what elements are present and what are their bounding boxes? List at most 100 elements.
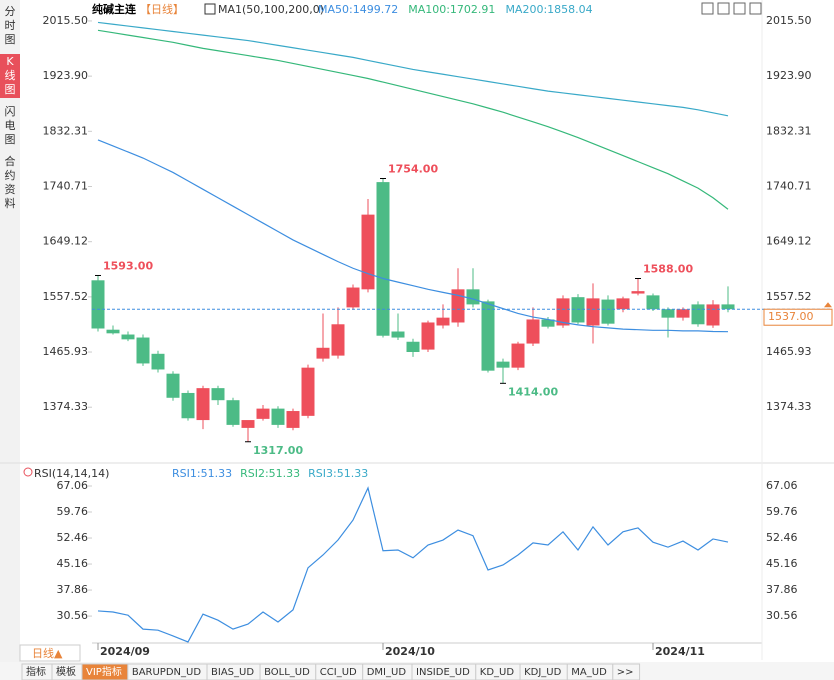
y2-tick-label: 1923.90: [766, 69, 812, 82]
legend-entry: MA200:1858.04: [505, 3, 592, 16]
sidebar-tab[interactable]: 闪电图: [5, 104, 16, 146]
candle-body: [601, 299, 615, 324]
footer-tab-bg[interactable]: [612, 663, 641, 680]
candle-body: [256, 408, 270, 419]
candle-body: [571, 297, 585, 323]
candle-body: [541, 319, 555, 327]
x-tick-label: 2024/11: [655, 645, 705, 658]
tool-icon[interactable]: [717, 2, 730, 15]
footer-tab[interactable]: KD_UD: [480, 667, 515, 678]
ma-label: MA1(50,100,200,0): [218, 3, 324, 16]
candle-body: [226, 400, 240, 425]
tool-icon[interactable]: [701, 2, 714, 15]
y-tick-label: 67.06: [57, 479, 89, 492]
line: [97, 139, 729, 333]
y2-tick-label: 1832.31: [766, 124, 812, 137]
y-tick-label: 52.46: [57, 531, 89, 544]
y-tick-label: 1374.33: [43, 400, 89, 413]
candle-body: [361, 214, 375, 290]
annotation: 1754.00: [388, 162, 438, 175]
period-button[interactable]: [19, 644, 81, 662]
candle-body: [376, 182, 390, 336]
line: [97, 486, 729, 643]
y-tick-label: 1923.90: [43, 69, 89, 82]
y2-tick-label: 1465.93: [766, 345, 812, 358]
candle-body: [556, 298, 570, 326]
y2-tick-label: 52.46: [766, 531, 798, 544]
y2-tick-label: 59.76: [766, 505, 798, 518]
candle-body: [691, 304, 705, 325]
y-tick-label: 59.76: [57, 505, 89, 518]
candle-body: [511, 343, 525, 368]
last-price-box: [763, 308, 833, 326]
last-price-label: 1537.00: [768, 310, 814, 323]
x-tick-label: 2024/09: [100, 645, 150, 658]
legend-entry: MA100:1702.91: [408, 3, 495, 16]
legend-entry: RSI1:51.33: [172, 467, 232, 480]
candle-body: [181, 392, 195, 419]
sidebar-bg: [0, 0, 20, 664]
line: [97, 21, 729, 117]
candle-body: [481, 301, 495, 371]
tool-icon[interactable]: [733, 2, 746, 15]
candle-body: [631, 291, 645, 294]
sidebar-tab[interactable]: 合约资料: [5, 154, 16, 210]
y2-tick-label: 1374.33: [766, 400, 812, 413]
candle-body: [301, 367, 315, 416]
candle-body: [271, 408, 285, 425]
candle-body: [436, 317, 450, 326]
ma-icon: [204, 3, 216, 15]
candle-body: [211, 388, 225, 401]
period-label[interactable]: 日线▲: [32, 646, 63, 660]
y-tick-label: 45.16: [57, 557, 89, 570]
candle-body: [466, 289, 480, 305]
candle-body: [316, 347, 330, 359]
candle-body: [151, 353, 165, 370]
y2-tick-label: 1557.52: [766, 290, 812, 303]
footer-tab[interactable]: BIAS_UD: [211, 667, 254, 678]
candle-body: [451, 289, 465, 323]
y2-tick-label: 1649.12: [766, 235, 812, 248]
legend-entry: RSI3:51.33: [308, 467, 368, 480]
last-price-arrow: [824, 302, 832, 308]
candle-body: [121, 334, 135, 340]
line: [97, 29, 729, 210]
footer-tab[interactable]: DMI_UD: [367, 667, 407, 678]
footer-tab[interactable]: BARUPDN_UD: [132, 667, 201, 678]
y2-tick-label: 45.16: [766, 557, 798, 570]
tool-icon[interactable]: [749, 2, 762, 15]
footer-tab[interactable]: 模板: [56, 665, 76, 678]
footer-tab[interactable]: CCI_UD: [320, 667, 357, 678]
candle-body: [706, 304, 720, 326]
legend-entry: RSI2:51.33: [240, 467, 300, 480]
candle-body: [106, 329, 120, 334]
sidebar-tab[interactable]: 分时图: [5, 5, 16, 46]
footer-tab[interactable]: BOLL_UD: [264, 667, 310, 678]
candle-body: [286, 411, 300, 428]
period: 【日线】: [140, 2, 184, 16]
candle-body: [196, 388, 210, 421]
y2-tick-label: 37.86: [766, 583, 798, 596]
annotation: 1414.00: [508, 385, 558, 398]
sidebar-active: [0, 54, 20, 98]
candle-body: [526, 319, 540, 344]
y-tick-label: 1832.31: [43, 124, 89, 137]
y-tick-label: 1465.93: [43, 345, 89, 358]
candle-body: [676, 309, 690, 318]
footer-tab[interactable]: MA_UD: [571, 667, 607, 678]
y-tick-label: 30.56: [57, 609, 89, 622]
footer-tab[interactable]: VIP指标: [86, 665, 122, 678]
footer-tab[interactable]: INSIDE_UD: [416, 667, 470, 678]
y-tick-label: 1740.71: [43, 179, 89, 192]
sidebar-tab[interactable]: K 线图: [5, 55, 16, 96]
y2-tick-label: 30.56: [766, 609, 798, 622]
footer-tab[interactable]: >>: [617, 667, 634, 678]
footer-tab[interactable]: 指标: [26, 665, 46, 678]
y2-tick-label: 2015.50: [766, 14, 812, 27]
candle-body: [346, 287, 360, 308]
y-tick-label: 1557.52: [43, 290, 89, 303]
symbol: 纯碱主连: [92, 2, 137, 16]
footer-tab[interactable]: KDJ_UD: [524, 667, 562, 678]
y-tick-label: 1649.12: [43, 235, 89, 248]
y-tick-label: 2015.50: [43, 14, 89, 27]
